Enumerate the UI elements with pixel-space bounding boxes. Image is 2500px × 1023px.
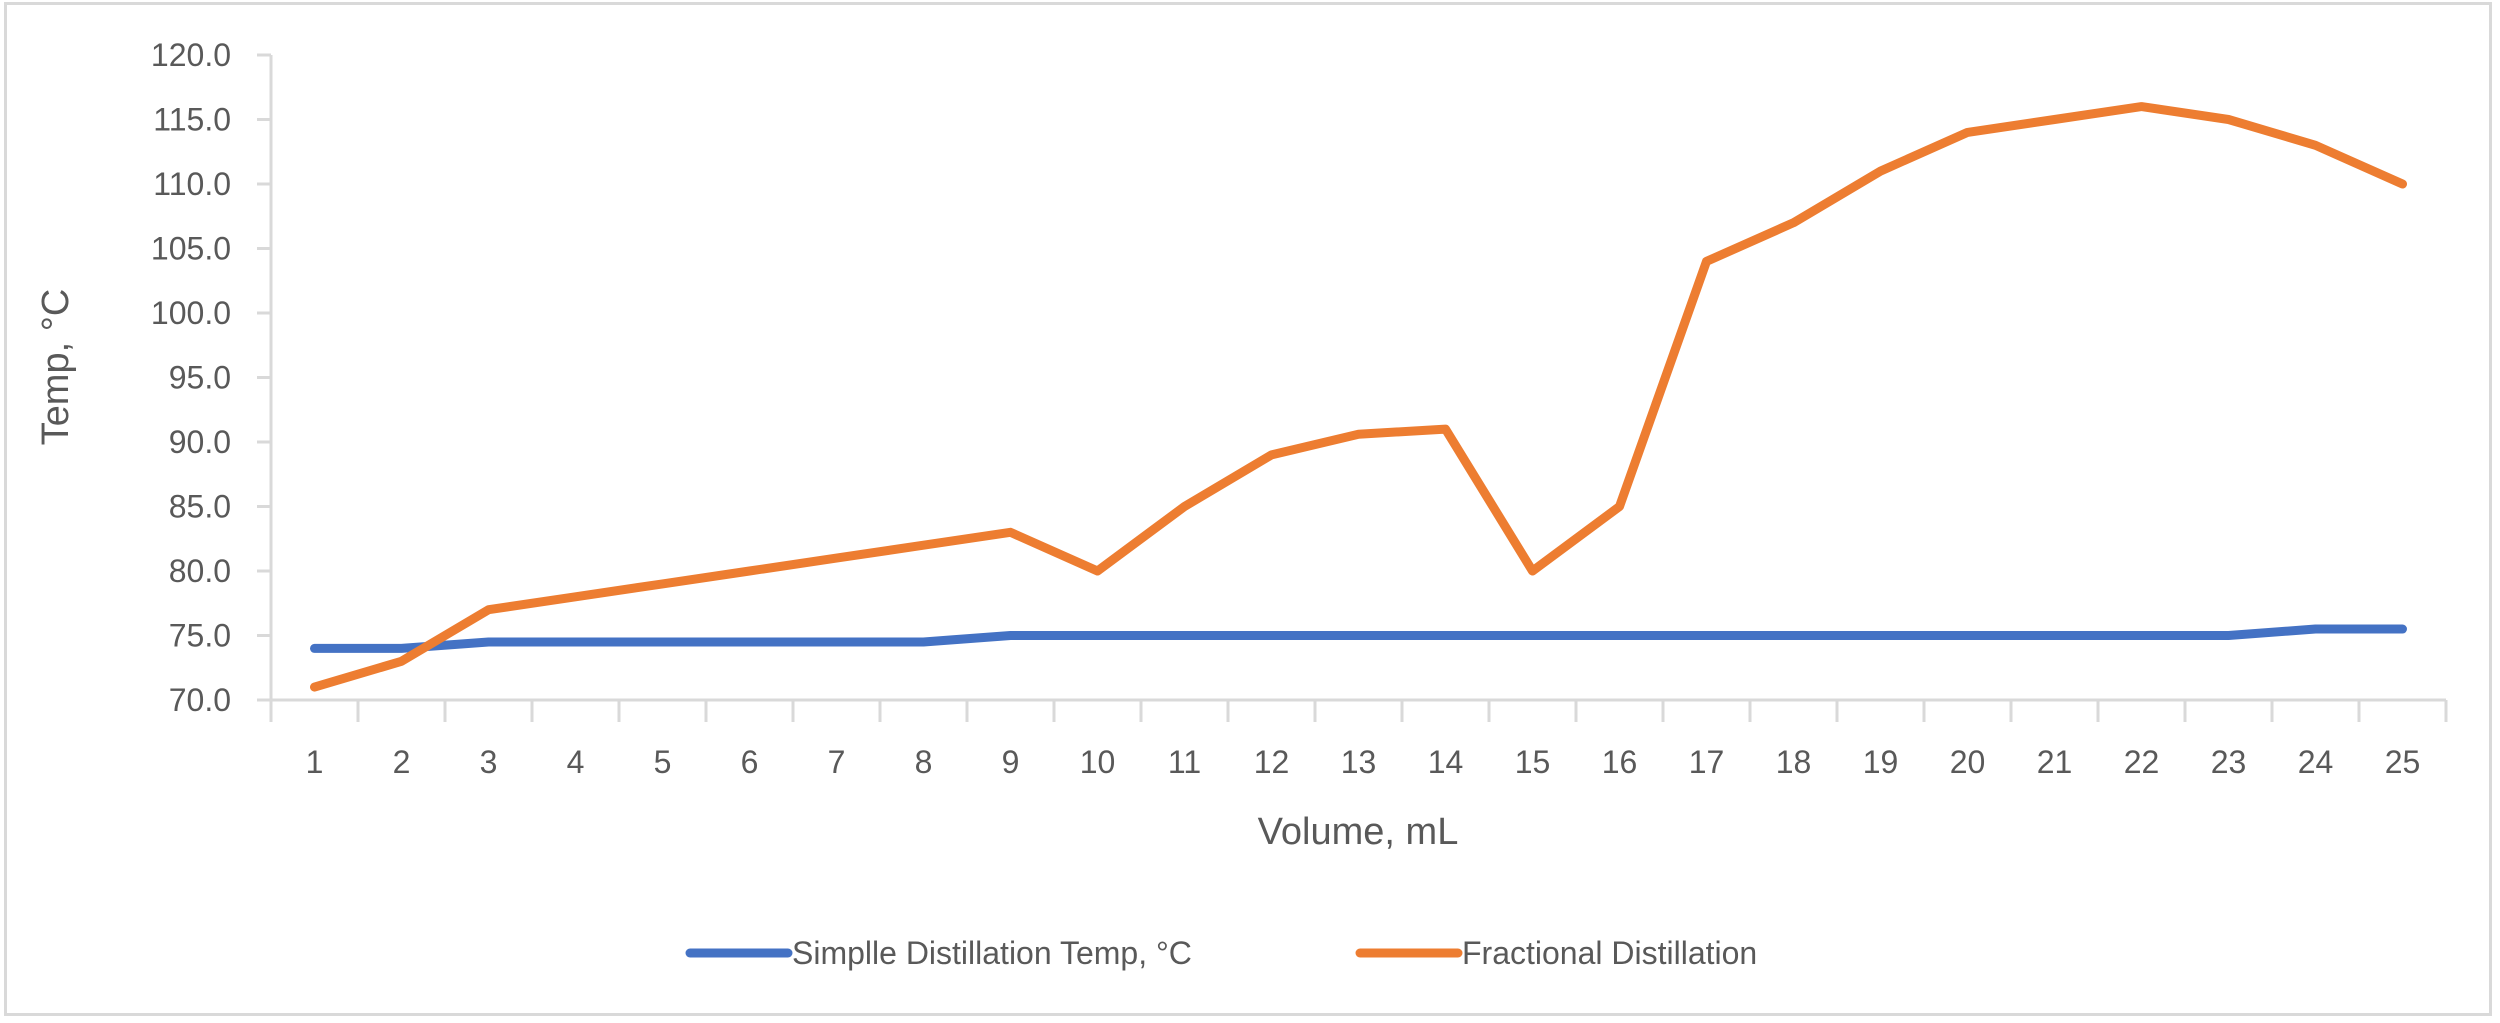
- x-tick-label: 7: [828, 744, 846, 780]
- x-tick-label: 1: [306, 744, 324, 780]
- x-tick-label: 9: [1002, 744, 1020, 780]
- y-tick-label: 90.0: [169, 424, 231, 460]
- x-tick-label: 5: [654, 744, 672, 780]
- x-axis-title: Volume, mL: [1258, 811, 1459, 853]
- x-tick-label: 13: [1341, 744, 1377, 780]
- x-tick-label: 18: [1776, 744, 1812, 780]
- y-tick-label: 110.0: [153, 166, 231, 202]
- y-tick-label: 70.0: [169, 682, 231, 718]
- x-tick-label: 17: [1689, 744, 1725, 780]
- x-tick-label: 10: [1080, 744, 1116, 780]
- x-tick-label: 25: [2385, 744, 2421, 780]
- x-tick-label: 23: [2211, 744, 2247, 780]
- x-tick-label: 16: [1602, 744, 1638, 780]
- legend-label-0: Simplle Distillation Temp, °C: [792, 935, 1192, 971]
- y-tick-label: 80.0: [169, 553, 231, 589]
- y-tick-label: 85.0: [169, 489, 231, 525]
- y-tick-label: 105.0: [151, 231, 231, 267]
- chart-area: [4, 2, 2492, 1016]
- x-tick-label: 22: [2124, 744, 2160, 780]
- y-axis-title: Temp, °C: [35, 289, 77, 446]
- x-tick-label: 8: [915, 744, 933, 780]
- x-tick-label: 21: [2037, 744, 2073, 780]
- x-tick-label: 11: [1168, 744, 1201, 780]
- x-tick-label: 20: [1950, 744, 1986, 780]
- x-tick-label: 24: [2298, 744, 2334, 780]
- series-line-0: [310, 624, 2407, 653]
- y-tick-label: 120.0: [151, 37, 231, 73]
- y-tick-label: 100.0: [151, 295, 231, 331]
- x-tick-label: 19: [1863, 744, 1899, 780]
- x-tick-label: 4: [567, 744, 585, 780]
- series-line-1: [310, 102, 2407, 692]
- x-tick-label: 2: [393, 744, 411, 780]
- y-tick-label: 75.0: [169, 618, 231, 654]
- legend: Simplle Distillation Temp, °C Fractional …: [685, 935, 1757, 971]
- legend-label-1: Fractional Distillation: [1462, 935, 1757, 971]
- y-tick-label: 95.0: [169, 360, 231, 396]
- y-tick-label: 115.0: [153, 102, 231, 138]
- x-tick-label: 14: [1428, 744, 1464, 780]
- x-tick-label: 12: [1254, 744, 1290, 780]
- x-tick-label: 6: [741, 744, 759, 780]
- x-tick-label: 15: [1515, 744, 1551, 780]
- x-tick-label: 3: [480, 744, 498, 780]
